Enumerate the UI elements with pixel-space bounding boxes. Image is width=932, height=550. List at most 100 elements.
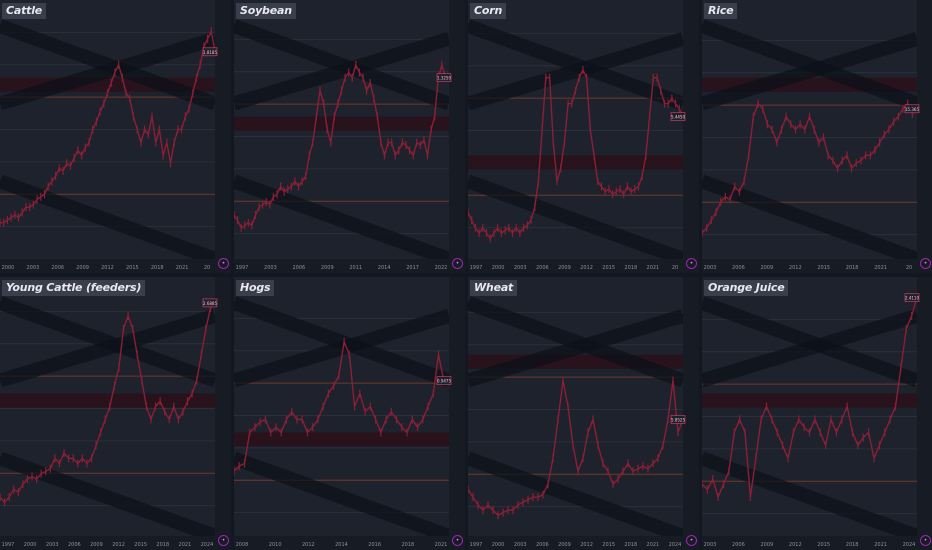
x-tick-label: 2018: [846, 265, 859, 271]
trend-channel: [0, 451, 218, 543]
chart-svg: 2.6885 1997 2000 2003 2006 2009 2012 2015 2018 20…: [0, 277, 231, 550]
chart-panel-corn[interactable]: 5.4450 1997 2000 2003 2006 2009 2012 2015 2018 20…: [468, 0, 699, 273]
x-tick-label: 1997: [470, 265, 483, 271]
x-tick-label: 2012: [789, 265, 802, 271]
x-tick-label: 2000: [2, 265, 15, 271]
x-tick-label: 2015: [126, 265, 139, 271]
x-tick-label: 20: [906, 265, 912, 271]
chart-panel-young-cattle-feeders-[interactable]: 2.6885 1997 2000 2003 2006 2009 2012 2015 2018 20…: [0, 277, 231, 550]
price-zone: [234, 432, 449, 447]
trend-channel: [0, 32, 218, 111]
chart-panel-orange-juice[interactable]: 2.4110 2003 2006 2009 2012 2015 2018 2021 2024 Or…: [702, 277, 932, 550]
price-line: [234, 62, 449, 229]
trend-channel: [468, 309, 686, 388]
chart-title: Corn: [470, 3, 507, 19]
last-price-label: 2.6885: [203, 301, 217, 306]
price-line: [234, 339, 449, 472]
trend-channel: [702, 309, 920, 388]
trend-channel: [234, 174, 452, 266]
price-axis: [683, 277, 699, 550]
last-price-marker: [436, 73, 452, 82]
x-tick-label: 2012: [789, 542, 802, 548]
last-price-marker: [436, 376, 452, 385]
chart-title: Orange Juice: [704, 280, 789, 296]
settings-badge-icon[interactable]: •: [452, 258, 463, 269]
x-tick-label: 2014: [378, 265, 391, 271]
time-axis: [0, 259, 231, 273]
x-tick-label: 2012: [580, 265, 593, 271]
x-tick-label: 2018: [846, 542, 859, 548]
last-price-marker: [670, 415, 686, 424]
x-tick-label: 2003: [264, 265, 277, 271]
x-tick-label: 20: [672, 265, 678, 271]
trend-channel: [468, 32, 686, 111]
x-tick-label: 2012: [101, 265, 114, 271]
x-tick-label: 2015: [602, 542, 615, 548]
x-tick-label: 20: [204, 265, 210, 271]
settings-badge-icon[interactable]: •: [218, 258, 229, 269]
x-tick-label: 2006: [732, 542, 745, 548]
x-tick-label: 2018: [624, 265, 637, 271]
trend-channel: [702, 451, 920, 543]
x-tick-label: 2003: [704, 265, 717, 271]
x-tick-label: 2009: [76, 265, 89, 271]
settings-badge-icon[interactable]: •: [218, 535, 229, 546]
chart-title: Wheat: [470, 280, 518, 296]
x-tick-label: 2009: [321, 265, 334, 271]
chart-panel-rice[interactable]: 15.365 2003 2006 2009 2012 2015 2018 2021 20 Rice…: [702, 0, 932, 273]
trend-channel: [468, 174, 686, 266]
price-line: [468, 380, 684, 517]
x-tick-label: 2021: [647, 542, 660, 548]
trend-channel: [234, 309, 452, 388]
x-tick-label: 2018: [156, 542, 169, 548]
x-tick-label: 2011: [349, 265, 362, 271]
price-axis: [215, 277, 231, 550]
x-tick-label: 2009: [760, 542, 773, 548]
x-tick-label: 2015: [817, 542, 830, 548]
last-price-marker: [904, 104, 920, 114]
x-tick-label: 2012: [580, 542, 593, 548]
price-axis: [215, 0, 231, 273]
x-tick-label: 2015: [602, 265, 615, 271]
price-line: [468, 68, 684, 240]
chart-svg: 2.4110 2003 2006 2009 2012 2015 2018 2021 2024: [702, 277, 932, 550]
settings-badge-icon[interactable]: •: [452, 535, 463, 546]
x-tick-label: 2014: [335, 542, 348, 548]
x-tick-label: 2021: [647, 265, 660, 271]
settings-badge-icon[interactable]: •: [920, 535, 931, 546]
settings-badge-icon[interactable]: •: [920, 258, 931, 269]
x-tick-label: 2006: [68, 542, 81, 548]
chart-title: Cattle: [2, 3, 47, 19]
chart-panel-soybean[interactable]: 1.3250 1997 2003 2006 2009 2011 2014 2017 2022 So…: [234, 0, 465, 273]
chart-svg: 1.8185 2000 2003 2006 2009 2012 2015 2018 2021 20: [0, 0, 231, 273]
settings-badge-icon[interactable]: •: [686, 535, 697, 546]
x-tick-label: 2003: [514, 265, 527, 271]
x-tick-label: 2006: [51, 265, 64, 271]
chart-title: Rice: [704, 3, 738, 19]
x-tick-label: 2000: [492, 542, 505, 548]
chart-svg: 15.365 2003 2006 2009 2012 2015 2018 2021 20: [702, 0, 932, 273]
x-tick-label: 2008: [236, 542, 249, 548]
price-zone: [234, 116, 449, 131]
x-tick-label: 2016: [368, 542, 381, 548]
last-price-marker: [202, 47, 218, 57]
trend-channel: [0, 174, 218, 266]
price-axis: [449, 0, 465, 273]
last-price-label: 0.9475: [437, 379, 451, 384]
chart-panel-hogs[interactable]: 0.9475 2008 2010 2012 2014 2016 2018 2021 Hogs •: [234, 277, 465, 550]
time-axis: [702, 259, 932, 273]
x-tick-label: 2021: [874, 265, 887, 271]
price-line: [702, 102, 918, 234]
chart-panel-cattle[interactable]: 1.8185 2000 2003 2006 2009 2012 2015 2018 2021 20…: [0, 0, 231, 273]
time-axis: [702, 536, 932, 550]
x-tick-label: 2017: [406, 265, 419, 271]
x-tick-label: 2000: [492, 265, 505, 271]
x-tick-label: 2022: [435, 265, 448, 271]
x-tick-label: 2024: [201, 542, 214, 548]
x-tick-label: 2006: [292, 265, 305, 271]
price-line: [0, 28, 216, 224]
last-price-marker: [904, 293, 920, 303]
chart-panel-wheat[interactable]: 5.8525 1997 2000 2003 2006 2009 2012 2015 2018 20…: [468, 277, 699, 550]
x-tick-label: 2024: [669, 542, 682, 548]
settings-badge-icon[interactable]: •: [686, 258, 697, 269]
